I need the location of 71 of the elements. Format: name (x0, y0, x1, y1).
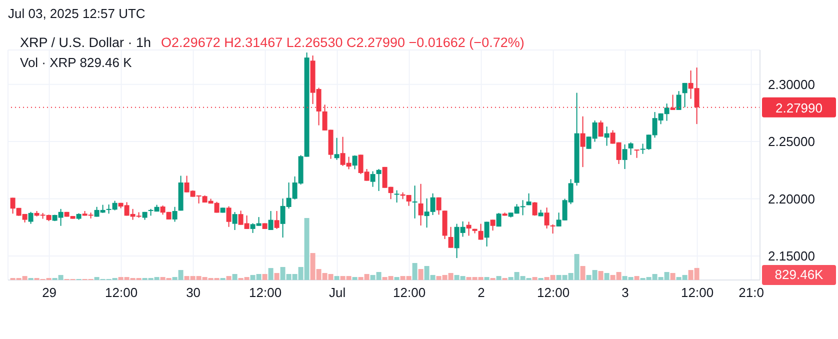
bar (334, 276, 340, 280)
y-tick-label: 2.15000 (768, 248, 815, 264)
candlestick (478, 223, 484, 240)
candlestick (484, 221, 490, 247)
bar (634, 276, 640, 280)
x-tick-label: 30 (186, 285, 201, 300)
bar (412, 263, 418, 280)
candlestick (232, 212, 238, 230)
candlestick (274, 210, 280, 230)
candlestick (226, 206, 232, 228)
chart-subtitle: O2.29672 H2.31467 L2.26530 C2.27990 −0.01662 (−0.72%) (161, 35, 524, 50)
y-tick-label: 2.30000 (768, 76, 815, 92)
bar (496, 276, 502, 280)
candlestick (682, 82, 688, 108)
candlestick (580, 116, 586, 168)
x-tick-label: 3 (622, 285, 629, 300)
candlestick (490, 219, 496, 232)
candlestick (412, 185, 418, 219)
x-tick-label: 2 (478, 285, 485, 300)
x-tick-label: Jul (328, 285, 346, 300)
candlestick (598, 120, 604, 138)
candlestick (352, 154, 358, 170)
bar (604, 272, 610, 280)
ref-line-label: 2.27990 (776, 100, 822, 116)
candlestick (634, 149, 640, 158)
bar (484, 277, 490, 280)
candlestick (532, 202, 538, 216)
candlestick (466, 221, 472, 236)
candlestick (394, 190, 400, 204)
candlestick (628, 142, 634, 156)
bar (226, 276, 232, 280)
candlestick (640, 143, 646, 154)
candlestick (376, 168, 382, 192)
bar (580, 266, 586, 280)
candlestick (544, 207, 550, 230)
candlestick (604, 126, 610, 146)
candlestick (496, 212, 502, 228)
candlestick (370, 170, 376, 188)
bar (598, 271, 604, 280)
bar (418, 269, 424, 280)
candlestick (268, 210, 274, 230)
bar (352, 277, 358, 280)
bar (274, 272, 280, 280)
x-tick-label: 21:0 (738, 285, 764, 300)
candlestick (418, 183, 424, 226)
x-tick-label: 12:00 (249, 285, 282, 300)
chart-title: XRP / U.S. Dollar · 1h (20, 35, 152, 50)
y-tick-label: 2.25000 (768, 134, 815, 150)
candlestick (28, 211, 34, 224)
x-tick-label: 12:00 (393, 285, 426, 300)
bar (232, 274, 238, 280)
bar (670, 272, 676, 280)
candlestick (436, 196, 442, 216)
candlestick (334, 137, 340, 160)
bar (268, 268, 274, 280)
x-tick-label: 12:00 (537, 285, 570, 300)
text: 829.46K (762, 264, 836, 285)
candlestick (172, 206, 178, 222)
annotation: Vol · XRP 829.46 K (20, 55, 132, 70)
text: Jul 03, 2025 12:57 UTC (8, 6, 146, 21)
bar (262, 274, 268, 280)
x-tick-label: 12:00 (681, 285, 714, 300)
y-tick-label: 2.20000 (768, 191, 815, 206)
candlestick (622, 144, 628, 170)
candlestick (676, 90, 682, 110)
bar (532, 277, 538, 280)
x-tick-label: 12:00 (105, 285, 138, 300)
candlestick (448, 226, 454, 248)
candlestick (550, 224, 556, 234)
x-tick-label: 29 (42, 285, 57, 300)
bar (394, 277, 400, 280)
